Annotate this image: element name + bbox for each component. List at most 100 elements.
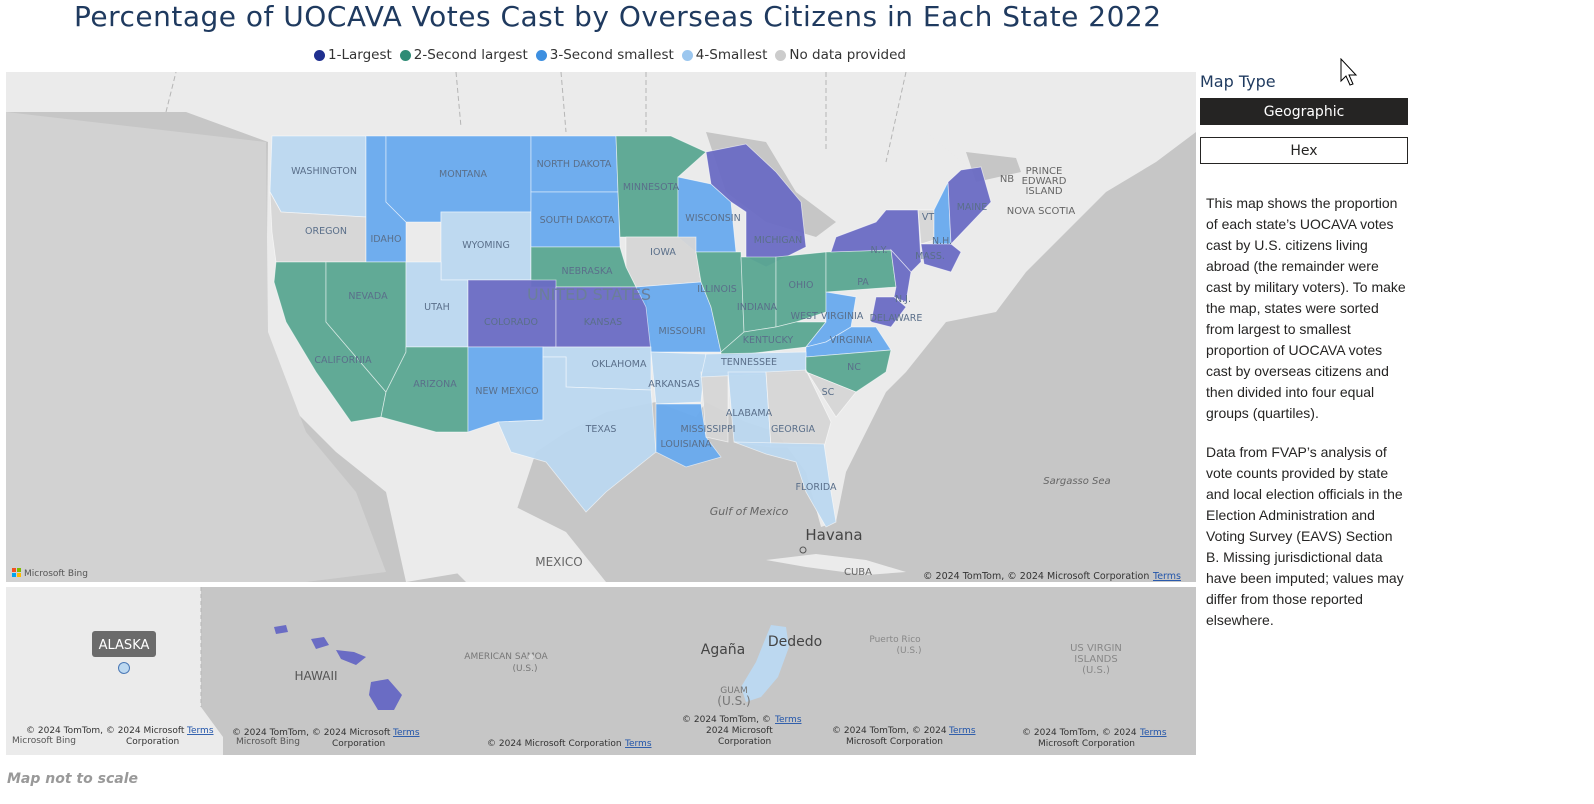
attr-guam-2: 2024 Microsoft [706, 726, 773, 736]
legend-label: No data provided [789, 47, 907, 63]
alaska-label: ALASKA [99, 638, 150, 653]
state-label-ar: ARKANSAS [648, 379, 700, 390]
inset-guam[interactable]: Agaña Dededo GUAM (U.S.) [682, 587, 832, 755]
alaska-land [6, 587, 223, 755]
terms-link[interactable]: Terms [186, 726, 214, 736]
terms-link[interactable]: Terms [392, 728, 420, 738]
state-maine[interactable] [947, 166, 992, 245]
inset-usvi[interactable]: US VIRGIN ISLANDS (U.S.) [1024, 587, 1196, 755]
hawaii-frame [227, 587, 444, 755]
legend-item-no-data: No data provided [775, 47, 906, 63]
terms-link[interactable]: Terms [624, 739, 652, 749]
main-map[interactable]: WASHINGTON OREGON IDAHO MONTANA WYOMING NORTH… [6, 72, 1196, 582]
state-label-de: DELAWARE [870, 313, 923, 324]
state-label-la: LOUISIANA [660, 439, 712, 450]
state-new-jersey[interactable] [890, 248, 912, 303]
state-ohio[interactable] [775, 251, 827, 328]
state-label-ms: MISSISSIPPI [681, 424, 736, 435]
inset-alaska[interactable]: ALASKA [6, 587, 223, 755]
mouse-cursor-icon [1340, 58, 1358, 86]
state-label-ny: N.Y. [870, 245, 887, 256]
usvi-frame [1024, 587, 1196, 755]
hawaii-oahu[interactable] [311, 637, 329, 649]
geographic-button[interactable]: Geographic [1200, 98, 1408, 125]
hawaii-kauai[interactable] [274, 625, 288, 634]
legend: 1-Largest 2-Second largest 3-Second smal… [314, 47, 906, 63]
state-south-carolina[interactable] [805, 368, 857, 418]
terms-link[interactable]: Terms [774, 715, 802, 725]
usvi-label-1: US VIRGIN [1070, 643, 1122, 654]
description-paragraph-2: Data from FVAP’s analysis of vote counts… [1206, 444, 1404, 628]
state-label-oh: OHIO [789, 280, 814, 291]
state-label-tx: TEXAS [585, 424, 617, 435]
attr-alaska-1: © 2024 TomTom, © 2024 Microsoft [26, 726, 185, 736]
guam-label-agana: Agaña [701, 642, 746, 658]
bing-label: Microsoft Bing [12, 736, 76, 746]
attr-alaska-2: Corporation [126, 737, 179, 747]
inset-attributions: © 2024 TomTom, © 2024 Microsoft Corporat… [12, 715, 1167, 749]
state-label-fl: FLORIDA [796, 482, 837, 493]
state-texas[interactable] [497, 356, 657, 513]
guam-island[interactable] [741, 625, 789, 702]
bing-label: Microsoft Bing [24, 569, 88, 579]
guam-label-name: GUAM [720, 686, 747, 696]
nova-scotia-label: NOVA SCOTIA [1007, 206, 1076, 217]
alaska-marker[interactable] [118, 662, 130, 674]
samoa-island [528, 654, 534, 660]
guam-label-us: (U.S.) [717, 694, 750, 708]
legend-label: 1-Largest [328, 47, 392, 63]
attr-pr-1: © 2024 TomTom, © 2024 [832, 726, 947, 736]
inset-maps[interactable]: ALASKA HAWAII AMERICAN SAMOA (U.S.) Agañ… [6, 587, 1196, 755]
state-arkansas[interactable] [650, 351, 707, 405]
state-louisiana[interactable] [655, 403, 722, 468]
inset-hawaii[interactable]: HAWAII [227, 587, 444, 755]
nb-label: NB [1000, 174, 1014, 185]
legend-item-second-smallest: 3-Second smallest [535, 47, 674, 63]
gulf-label: Gulf of Mexico [710, 505, 789, 518]
state-label-nd: NORTH DAKOTA [537, 159, 612, 170]
attr-guam-1: © 2024 TomTom, © [682, 715, 771, 725]
samoa-label-1: AMERICAN SAMOA [464, 652, 548, 662]
state-massachusetts[interactable] [920, 243, 962, 273]
legend-item-largest: 1-Largest [314, 47, 392, 63]
states-layer[interactable] [269, 135, 992, 528]
mexico-land [426, 452, 606, 582]
state-florida[interactable] [733, 441, 837, 528]
state-new-york[interactable] [830, 209, 922, 273]
state-label-ut: UTAH [424, 302, 450, 313]
footnote: Map not to scale [7, 771, 138, 787]
hawaii-big-island[interactable] [369, 679, 402, 710]
terms-link[interactable]: Terms [1139, 728, 1167, 738]
pr-frame [836, 587, 1021, 755]
hawaii-maui[interactable] [336, 650, 366, 665]
state-label-wi: WISCONSIN [685, 213, 740, 224]
attr-pr-2: Microsoft Corporation [846, 737, 943, 747]
state-label-me: MAINE [957, 202, 988, 213]
legend-label: 4-Smallest [695, 47, 768, 63]
usvi-label-3: (U.S.) [1082, 665, 1110, 676]
legend-item-smallest: 4-Smallest [681, 47, 768, 63]
samoa-frame [448, 587, 678, 755]
state-georgia[interactable] [765, 369, 832, 448]
terms-link[interactable]: Terms [1152, 571, 1181, 582]
state-label-ky: KENTUCKY [743, 335, 794, 346]
description-paragraph-1: This map shows the proportion of each st… [1206, 195, 1406, 421]
pei-label-3: ISLAND [1025, 186, 1062, 197]
legend-label: 2-Second largest [413, 47, 528, 63]
state-label-or: OREGON [305, 226, 347, 237]
sargasso-label: Sargasso Sea [1043, 476, 1110, 487]
state-iowa[interactable] [625, 236, 702, 288]
terms-link[interactable]: Terms [948, 726, 976, 736]
inset-american-samoa[interactable]: AMERICAN SAMOA (U.S.) [448, 587, 678, 755]
havana-marker [799, 546, 807, 554]
bing-logo: Microsoft Bing [12, 568, 88, 579]
state-label-ok: OKLAHOMA [591, 359, 647, 370]
state-label-wa: WASHINGTON [291, 166, 357, 177]
cuba-land [766, 554, 906, 575]
inset-puerto-rico[interactable]: Puerto Rico (U.S.) [836, 587, 1021, 755]
state-label-nc: NC [847, 362, 861, 373]
state-indiana[interactable] [740, 256, 777, 333]
state-labels: WASHINGTON OREGON IDAHO MONTANA WYOMING NORTH… [291, 159, 987, 493]
hex-button[interactable]: Hex [1200, 137, 1408, 164]
state-delaware[interactable] [870, 296, 907, 328]
